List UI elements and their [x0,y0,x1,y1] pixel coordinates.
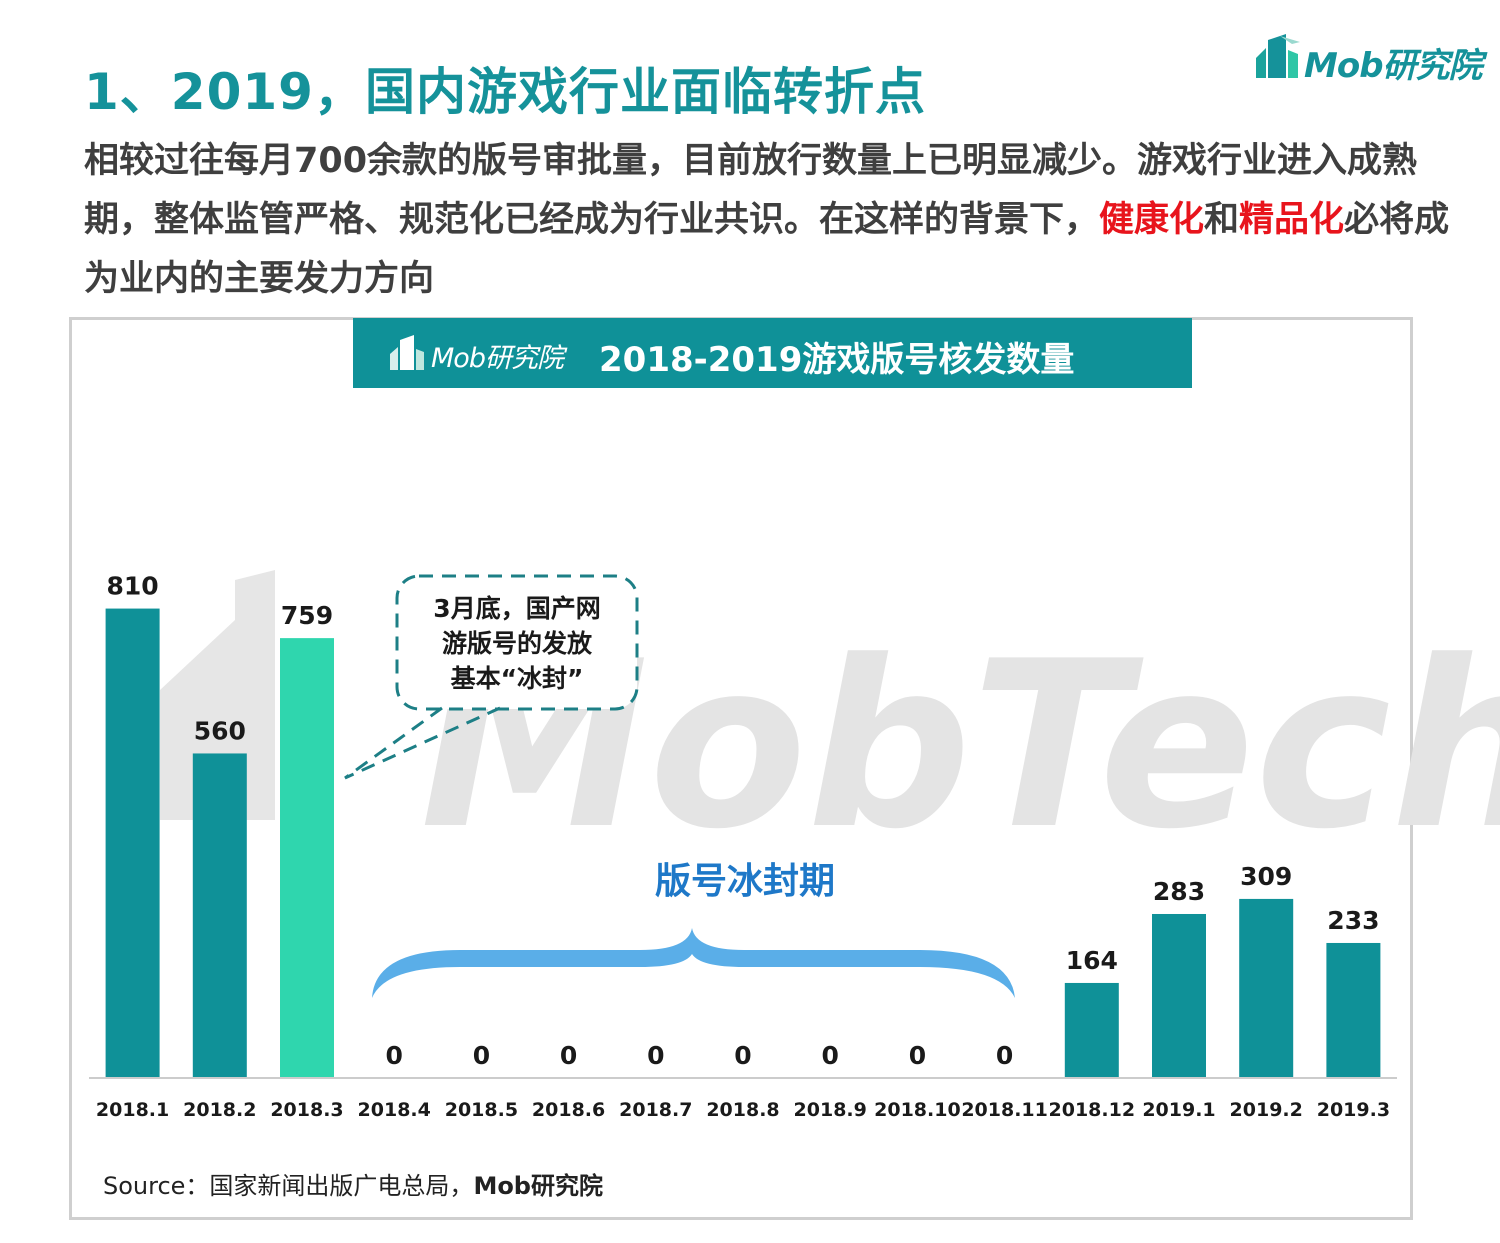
callout-pointer [344,706,501,780]
data-label-2019.3: 233 [1327,906,1379,935]
chart-title: 2018-2019游戏版号核发数量 [599,340,1075,380]
data-label-2018.8: 0 [734,1041,751,1070]
data-label-2018.2: 560 [194,716,246,745]
bar-2019.3 [1326,942,1381,1078]
callout-bubble [395,574,639,711]
data-label-2018.6: 0 [560,1041,577,1070]
intro-text-part1: 相较过往每月700余款的版号审批量，目前放行数量上已明显减少。游戏行业进入成熟期… [84,141,1418,240]
x-tick-label-2018.4: 2018.4 [358,1099,431,1121]
source-prefix: Source：国家新闻出版广电总局， [103,1172,474,1200]
data-label-2018.4: 0 [385,1041,402,1070]
mob-research-logo: Mob研究院 [1252,32,1483,86]
x-tick-label-2018.1: 2018.1 [96,1099,169,1121]
callout-line-3: 基本“冰封” [451,664,584,693]
building-logo-icon [1256,34,1300,78]
x-tick-label-2018.7: 2018.7 [619,1099,692,1121]
bar-2019.2 [1239,898,1294,1078]
mobtech-watermark: MobTech [160,570,1500,880]
header-building-icon [390,335,424,370]
x-tick-label-2018.10: 2018.10 [874,1099,961,1121]
intro-text-part2: 必将成为业内的主要发力方向 [84,200,1450,299]
data-label-2018.11: 0 [996,1041,1013,1070]
intro-highlight-health: 健康化 [1099,200,1205,240]
data-label-2018.10: 0 [909,1041,926,1070]
x-tick-label-2018.9: 2018.9 [794,1099,867,1121]
x-tick-label-2019.2: 2019.2 [1230,1099,1303,1121]
x-tick-label-2019.3: 2019.3 [1317,1099,1390,1121]
freeze-period-brace [372,928,1015,998]
data-label-2018.3: 759 [281,601,333,630]
bar-2018.12 [1064,982,1119,1078]
freeze-period-label: 版号冰封期 [655,861,835,902]
x-tick-label-2018.2: 2018.2 [183,1099,256,1121]
bar-2019.1 [1152,913,1206,1078]
x-tick-label-2018.6: 2018.6 [532,1099,605,1121]
page-title: 1、2019，国内游戏行业面临转折点 [84,63,926,121]
callout-line-1: 3月底，国产网 [433,594,600,623]
bar-2018.1 [105,608,160,1078]
data-label-2018.12: 164 [1066,946,1118,975]
bar-2018.3 [280,638,334,1078]
data-label-2018.1: 810 [107,572,159,601]
bars: 810 2018.1 560 2018.2 759 2018.3 0 2018.4 0 2018.… [89,572,1397,1121]
x-tick-label-2018.3: 2018.3 [270,1099,343,1121]
chart-header: Mob研究院 2018-2019游戏版号核发数量 [353,318,1192,388]
data-label-2019.1: 283 [1153,877,1205,906]
data-label-2018.5: 0 [473,1041,490,1070]
x-tick-label-2019.1: 2019.1 [1142,1099,1215,1121]
header-brand: Mob研究院 [431,343,564,374]
intro-paragraph: 相较过往每月700余款的版号审批量，目前放行数量上已明显减少。游戏行业进入成熟期… [84,132,1454,309]
intro-highlight-quality: 精品化 [1239,200,1345,240]
bar-2018.2 [192,753,247,1078]
x-tick-label-2018.8: 2018.8 [706,1099,779,1121]
x-tick-label-2018.12: 2018.12 [1049,1099,1136,1121]
source-note: Source：国家新闻出版广电总局，Mob研究院 [103,1166,603,1201]
logo-text: Mob研究院 [1304,46,1483,86]
data-label-2019.2: 309 [1240,862,1292,891]
source-brand: Mob研究院 [473,1172,603,1200]
data-label-2018.7: 0 [647,1041,664,1070]
x-tick-label-2018.11: 2018.11 [961,1099,1048,1121]
intro-text-and: 和 [1204,200,1240,240]
x-tick-label-2018.5: 2018.5 [445,1099,518,1121]
data-label-2018.9: 0 [821,1041,838,1070]
callout-line-2: 游版号的发放 [442,629,593,658]
